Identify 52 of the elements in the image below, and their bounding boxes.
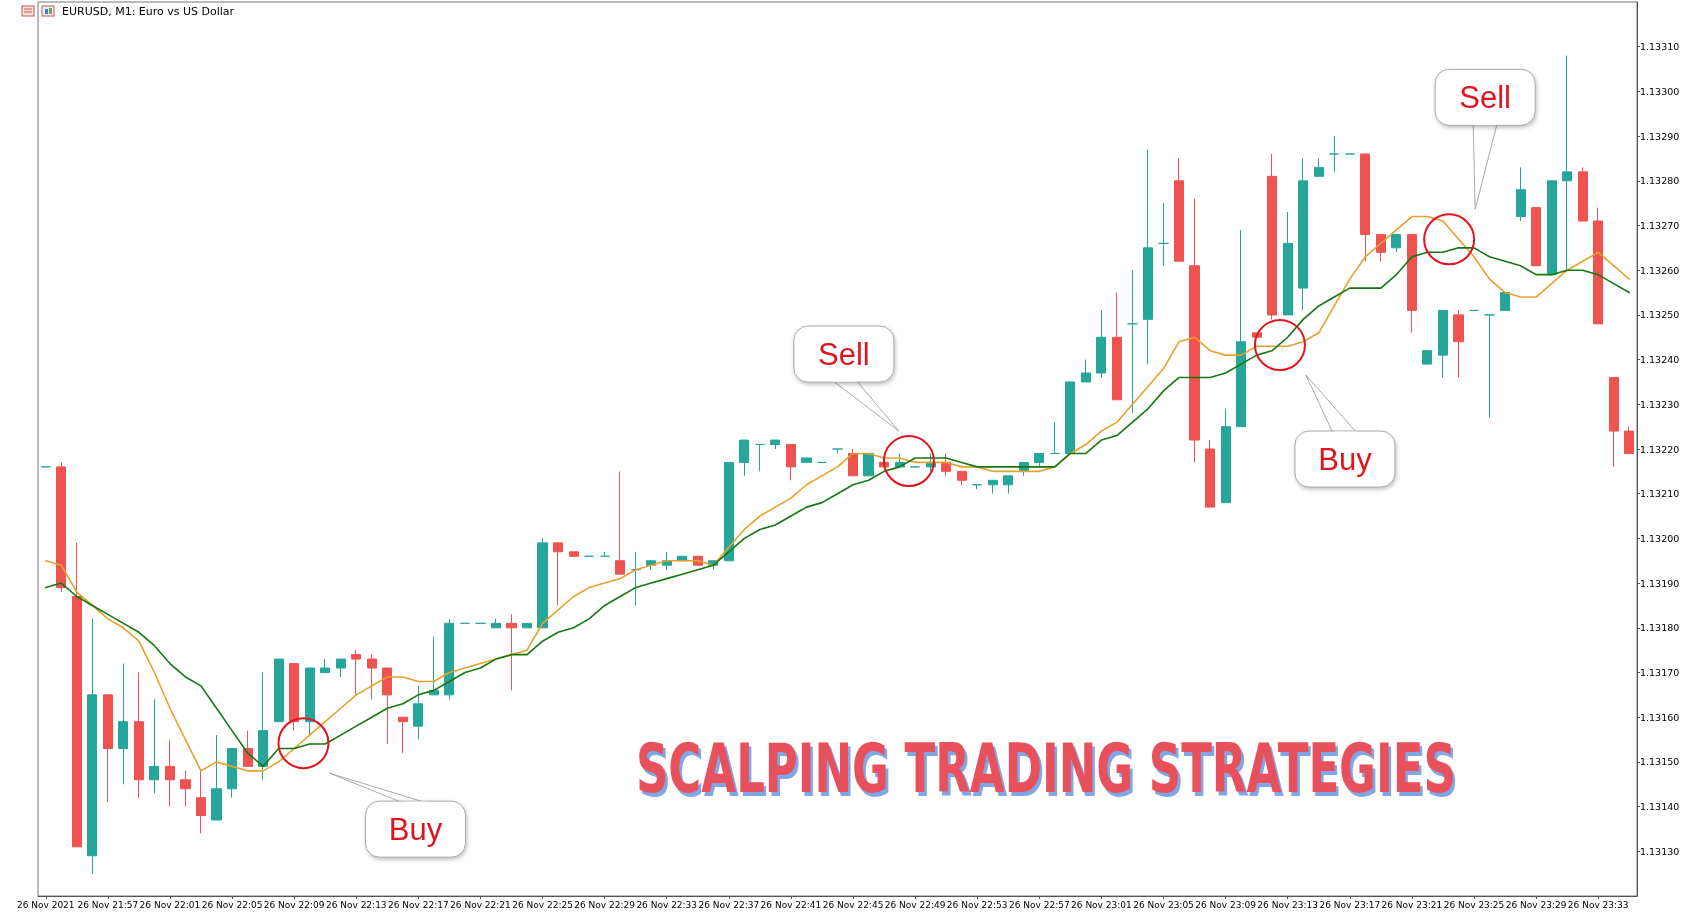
x-tick-label: 26 Nov 22:57 [1008, 899, 1070, 910]
x-tick-label: 26 Nov 23:13 [1257, 899, 1319, 910]
y-tick-label: 1.13140 [1640, 801, 1680, 813]
y-tick-label: 1.13230 [1640, 398, 1680, 410]
y-tick-label: 1.13290 [1640, 130, 1680, 142]
x-tick-label: 26 Nov 2021 [16, 899, 75, 910]
x-tick-label: 26 Nov 22:53 [946, 899, 1008, 910]
y-tick-label: 1.13180 [1640, 622, 1680, 634]
annotation: Sell [818, 337, 870, 373]
x-tick-label: 26 Nov 22:33 [636, 899, 698, 910]
x-tick-label: 26 Nov 22:21 [450, 899, 511, 910]
y-tick-label: 1.13210 [1640, 488, 1680, 500]
x-tick-label: 26 Nov 23:09 [1195, 899, 1257, 910]
x-tick-label: 26 Nov 23:25 [1443, 899, 1505, 910]
y-tick-label: 1.13260 [1640, 264, 1680, 276]
chart-title: EURUSD, M1: Euro vs US Dollar [62, 5, 235, 18]
y-tick-label: 1.13200 [1640, 532, 1680, 544]
y-tick-label: 1.13240 [1640, 354, 1680, 366]
speech-bubble: Sell [1434, 68, 1536, 210]
x-tick-label: 26 Nov 22:17 [388, 899, 449, 910]
speech-bubble: Buy [328, 772, 466, 858]
x-tick-label: 26 Nov 22:37 [698, 899, 760, 910]
x-tick-label: 26 Nov 22:09 [263, 899, 325, 910]
x-tick-label: 26 Nov 22:01 [139, 899, 201, 910]
y-tick-label: 1.13250 [1640, 309, 1680, 321]
y-tick-label: 1.13220 [1640, 443, 1680, 455]
x-tick-label: 26 Nov 22:13 [325, 899, 387, 910]
y-tick-label: 1.13160 [1640, 711, 1680, 723]
annotation: Buy [1318, 442, 1373, 478]
x-tick-label: 26 Nov 23:17 [1319, 899, 1381, 910]
x-tick-label: 26 Nov 23:33 [1567, 899, 1629, 910]
y-tick-label: 1.13130 [1640, 845, 1680, 857]
x-tick-label: 26 Nov 22:45 [822, 899, 884, 910]
x-tick-label: 26 Nov 23:29 [1505, 899, 1567, 910]
y-tick-label: 1.13190 [1640, 577, 1680, 589]
y-tick-label: 1.13150 [1640, 756, 1680, 768]
x-tick-label: 26 Nov 22:05 [201, 899, 263, 910]
annotation: Buy [388, 812, 443, 848]
annotation: Sell [1459, 80, 1512, 116]
x-tick-label: 26 Nov 22:41 [760, 899, 822, 910]
y-tick-label: 1.13310 [1640, 41, 1680, 53]
y-tick-label: 1.13170 [1640, 667, 1680, 678]
y-tick-label: 1.13280 [1640, 175, 1680, 187]
y-tick-label: 1.13270 [1640, 220, 1680, 231]
x-tick-label: 26 Nov 22:25 [512, 899, 573, 910]
x-tick-label: 26 Nov 23:21 [1381, 899, 1443, 910]
x-tick-label: 26 Nov 22:29 [574, 899, 636, 910]
x-tick-label: 26 Nov 23:05 [1133, 899, 1194, 910]
x-tick-label: 26 Nov 23:01 [1071, 899, 1132, 910]
x-tick-label: 26 Nov 22:49 [884, 899, 946, 910]
x-tick-label: 26 Nov 21:57 [77, 899, 139, 910]
y-tick-label: 1.13300 [1640, 85, 1680, 97]
